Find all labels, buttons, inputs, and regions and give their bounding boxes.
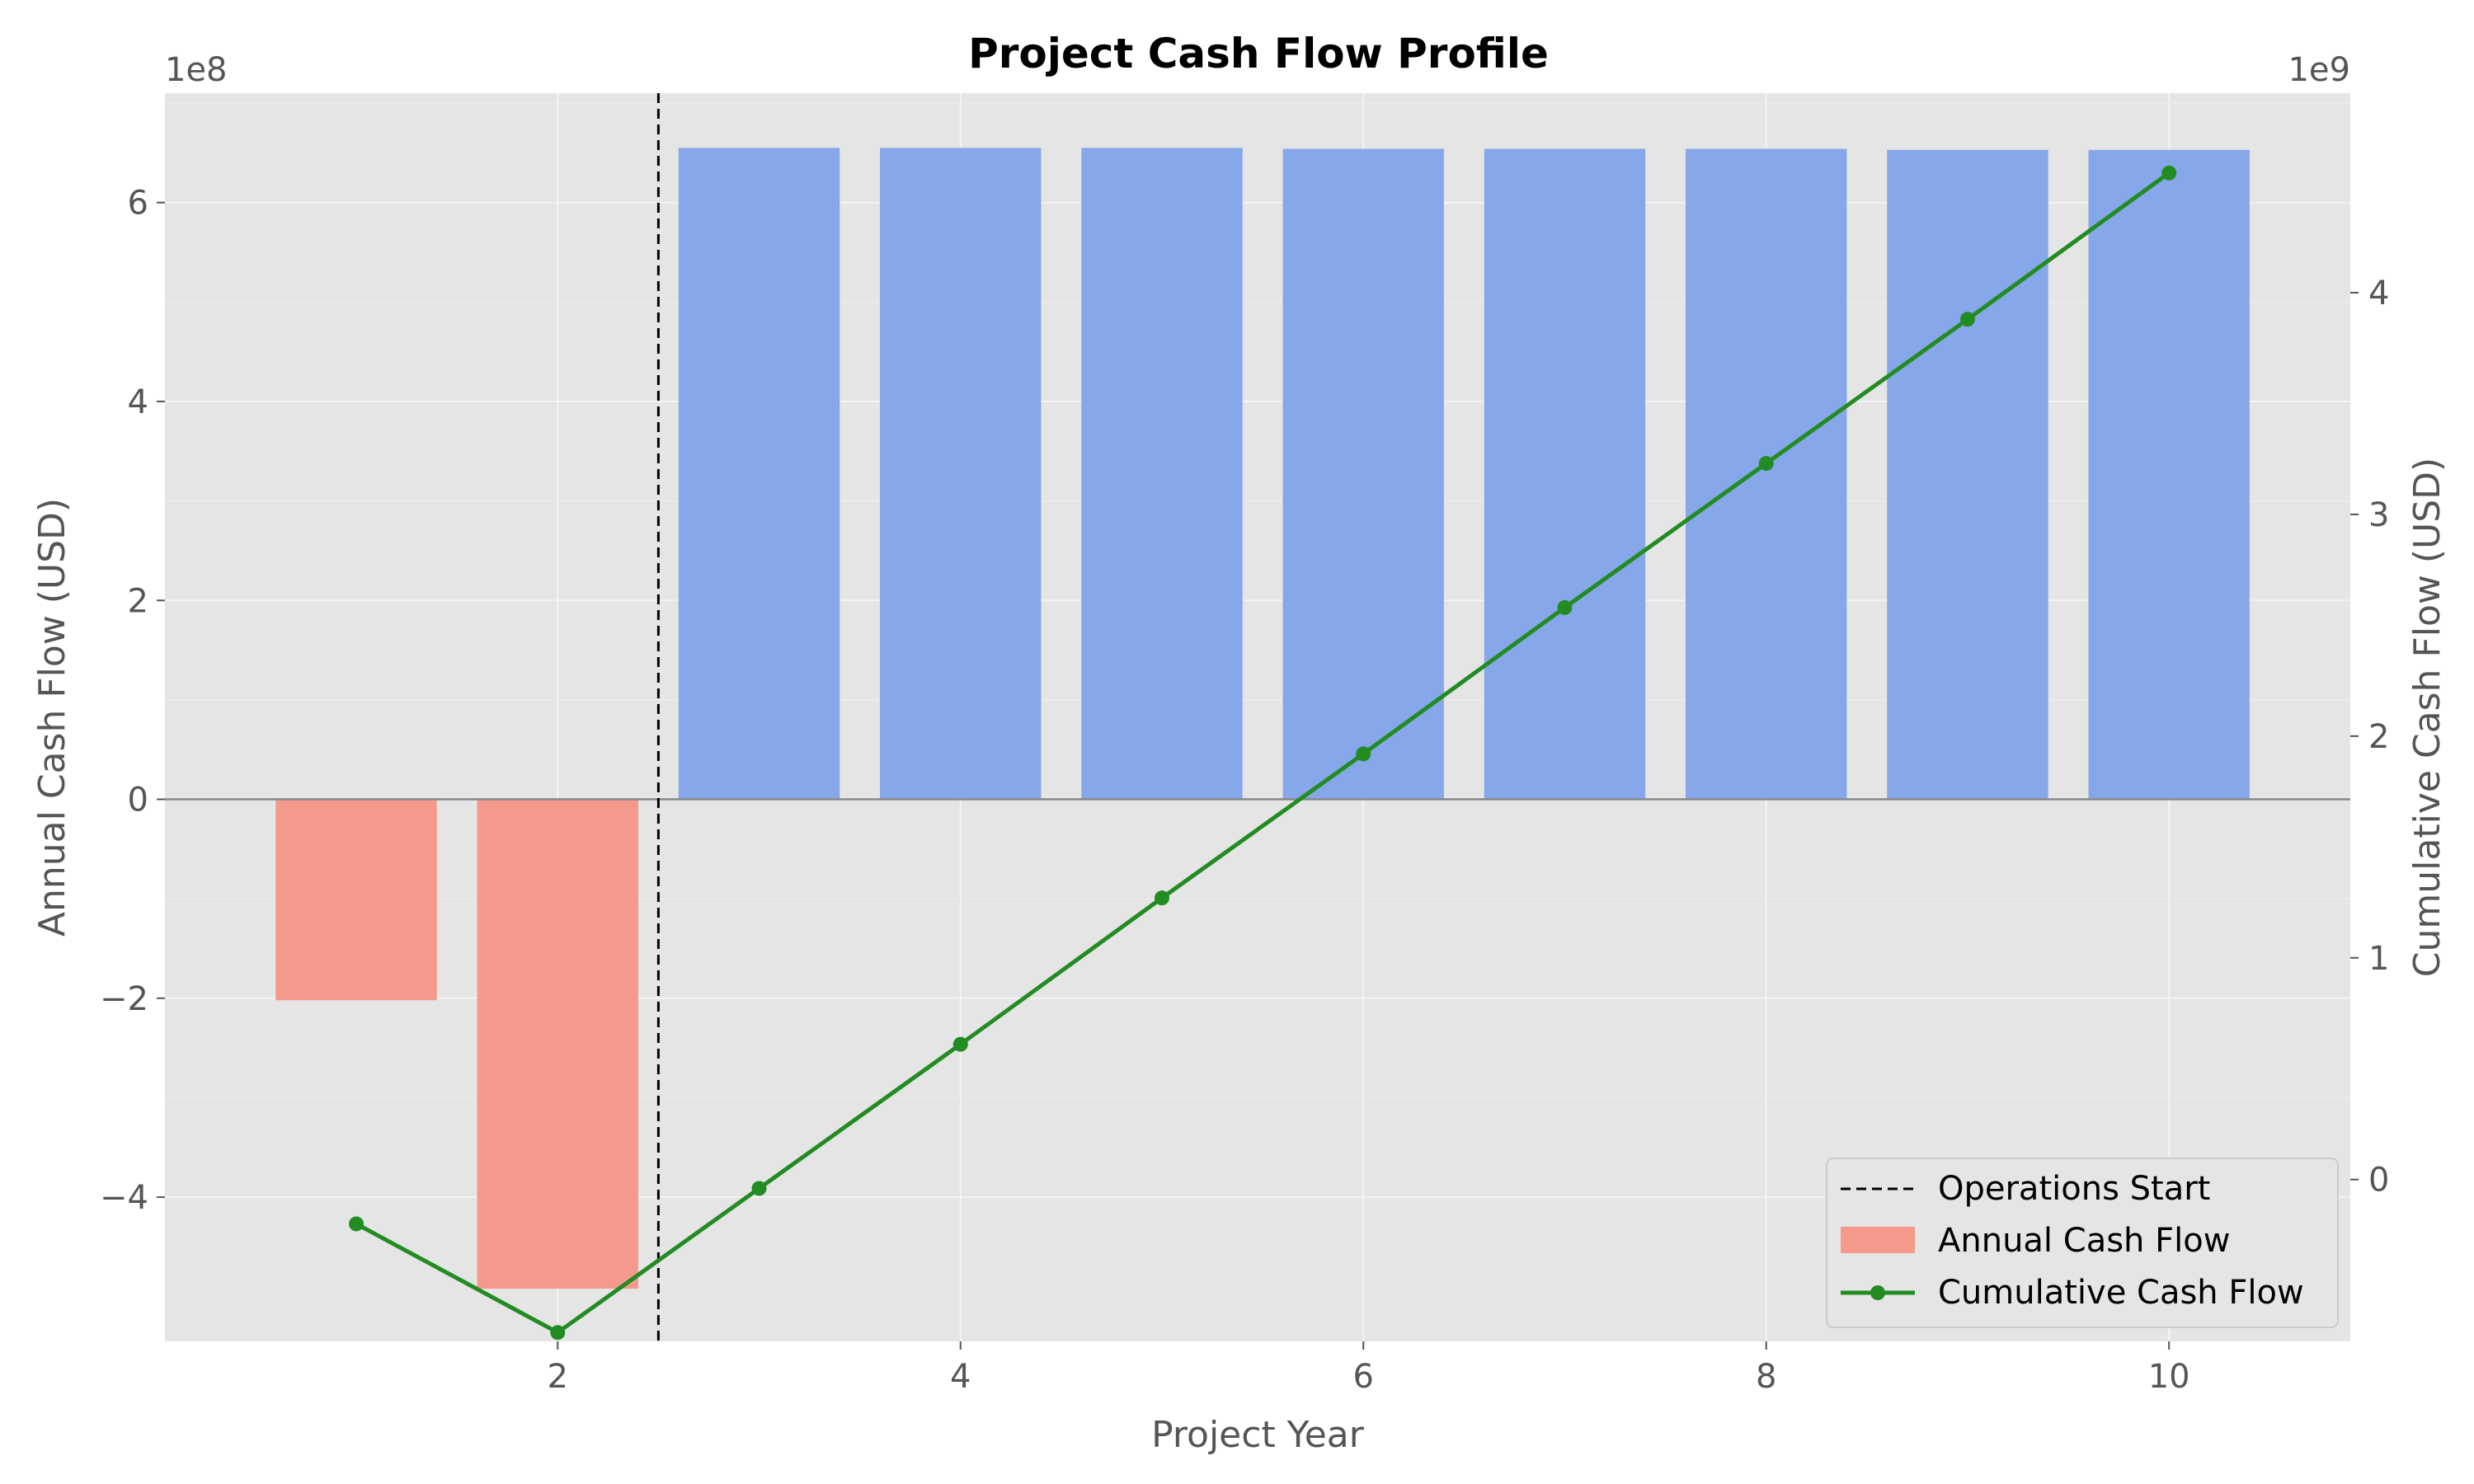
left-tick-label: 2: [128, 582, 148, 620]
legend-operations-start-label: Operations Start: [1938, 1170, 2210, 1208]
right-tick-labels: 0 1 2 3 4: [2350, 275, 2389, 1200]
left-tick-label: 4: [128, 383, 148, 421]
cumulative-cash-flow-point: [2161, 165, 2177, 181]
left-tick-label: 6: [128, 185, 148, 223]
chart-title: Project Cash Flow Profile: [968, 30, 1549, 77]
x-tick-label: 10: [2148, 1358, 2190, 1396]
cumulative-cash-flow-point: [1758, 456, 1774, 472]
x-axis-label: Project Year: [1151, 1414, 1365, 1456]
right-axis-label: Cumulative Cash Flow (USD): [2406, 458, 2448, 977]
annual-cash-flow-bar: [1081, 148, 1243, 800]
legend-annual-label: Annual Cash Flow: [1938, 1222, 2230, 1260]
annual-cash-flow-bar: [880, 148, 1042, 800]
x-tick-label: 8: [1756, 1358, 1776, 1396]
legend-annual-swatch: [1841, 1227, 1915, 1253]
cumulative-cash-flow-point: [952, 1036, 968, 1052]
cumulative-line: [349, 165, 2177, 1341]
left-tick-label: −2: [100, 980, 148, 1018]
legend-cumulative-marker: [1870, 1285, 1885, 1300]
cumulative-cash-flow-point: [1959, 312, 1975, 327]
cumulative-cash-flow-point: [1154, 890, 1169, 906]
cumulative-cash-flow-point: [349, 1216, 365, 1232]
left-axis-label: Annual Cash Flow (USD): [31, 498, 73, 937]
annual-bars: [275, 148, 2250, 1289]
x-tick-labels: 2 4 6 8 10: [548, 1341, 2190, 1396]
legend-cumulative-label: Cumulative Cash Flow: [1938, 1274, 2304, 1312]
right-tick-label: 4: [2368, 275, 2389, 312]
cumulative-cash-flow-point: [550, 1325, 566, 1341]
annual-cash-flow-bar: [1887, 149, 2048, 800]
legend-frame: [1826, 1158, 2339, 1328]
left-scale-label: 1e8: [165, 51, 228, 89]
cumulative-cash-flow-point: [751, 1181, 767, 1196]
annual-cash-flow-bar: [1282, 148, 1444, 800]
cumulative-cash-flow-point: [1356, 746, 1371, 762]
x-tick-label: 6: [1352, 1358, 1373, 1396]
right-tick-label: 3: [2368, 496, 2389, 534]
legend: Operations Start Annual Cash Flow Cumula…: [1826, 1158, 2339, 1328]
annual-cash-flow-bar: [1686, 148, 1847, 800]
left-tick-labels: −4 −2 0 2 4 6: [100, 185, 165, 1217]
annual-cash-flow-bar: [275, 799, 437, 1001]
right-tick-label: 2: [2368, 718, 2389, 756]
left-tick-label: −4: [100, 1179, 148, 1217]
annual-cash-flow-bar: [2088, 149, 2250, 800]
left-tick-label: 0: [128, 782, 148, 819]
x-tick-label: 2: [548, 1358, 568, 1396]
annual-cash-flow-bar: [477, 799, 638, 1289]
right-tick-label: 1: [2368, 940, 2389, 978]
right-tick-label: 0: [2368, 1162, 2389, 1200]
right-scale-label: 1e9: [2288, 51, 2350, 89]
annual-cash-flow-bar: [678, 148, 840, 800]
annual-cash-flow-bar: [1484, 148, 1646, 800]
cumulative-cash-flow-point: [1557, 599, 1573, 615]
x-tick-label: 4: [950, 1358, 971, 1396]
cumulative-cash-flow-line: [355, 171, 2171, 1336]
